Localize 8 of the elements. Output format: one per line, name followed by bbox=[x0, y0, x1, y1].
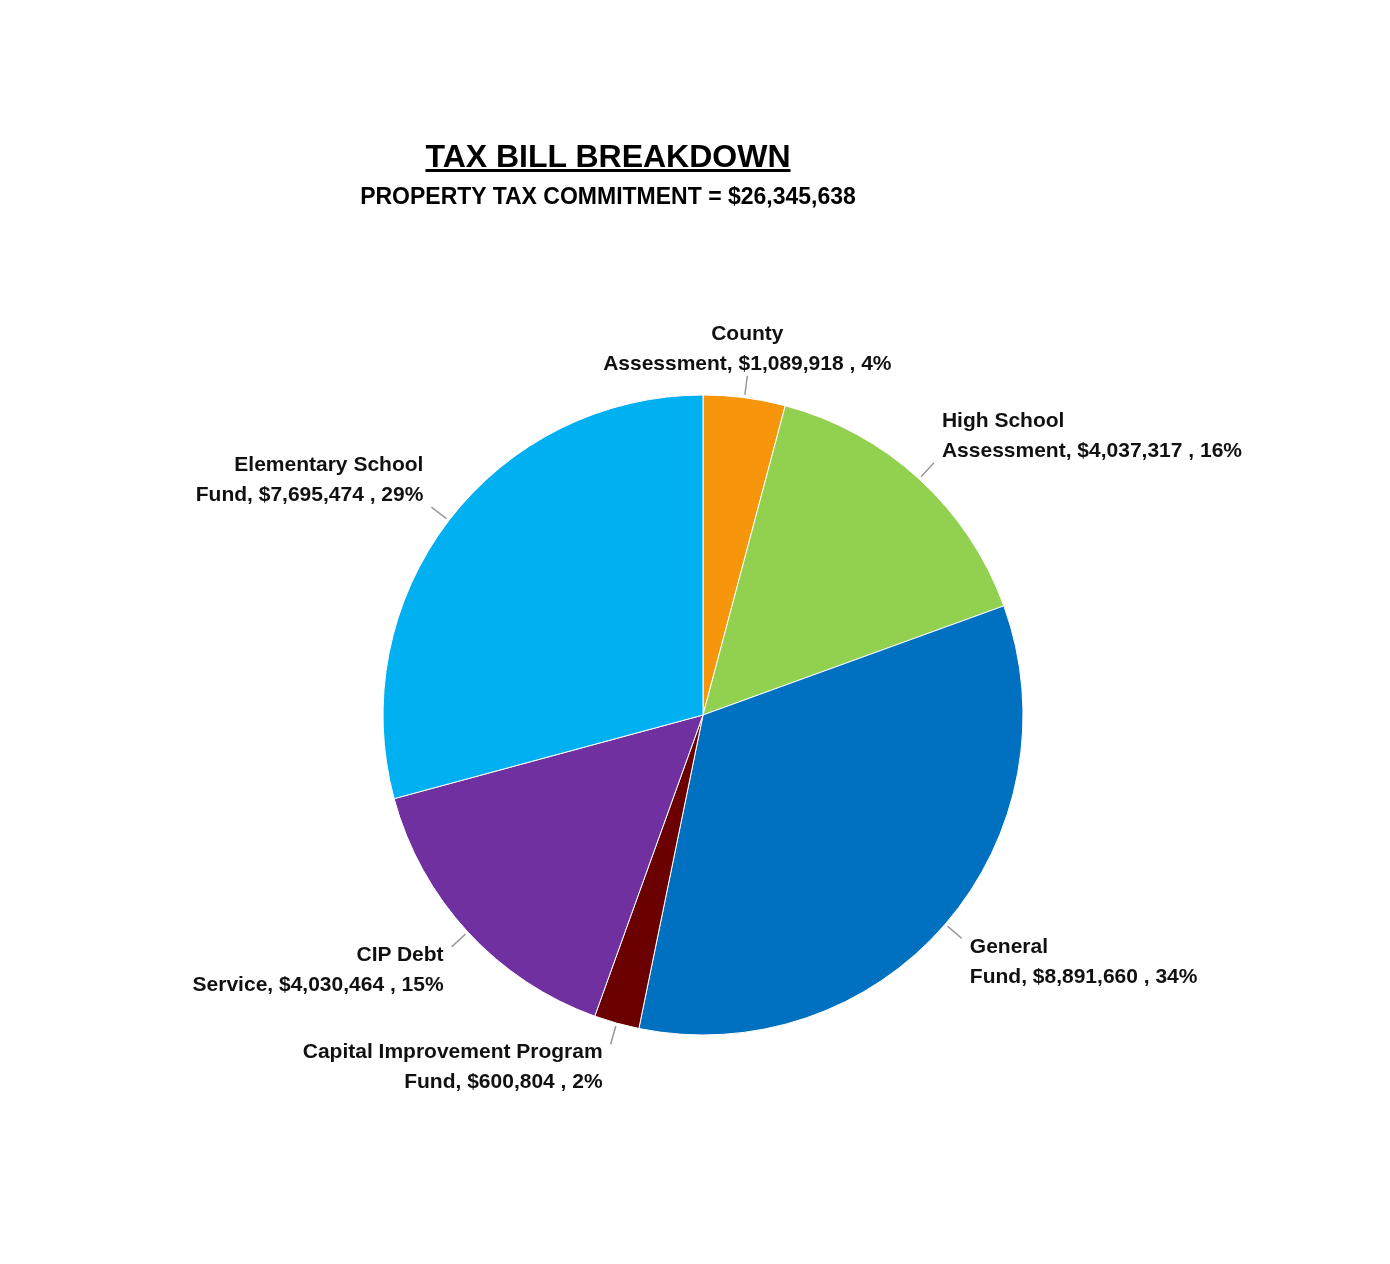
slice-label: Elementary School Fund, $7,695,474 , 29% bbox=[195, 452, 424, 506]
slice-label: General Fund, $8,891,660 , 34% bbox=[969, 933, 1198, 987]
chart-title: TAX BILL BREAKDOWN bbox=[424, 138, 792, 175]
chart-subtitle: PROPERTY TAX COMMITMENT = $26,345,638 bbox=[359, 183, 857, 210]
slice-label: County Assessment, $1,089,918 , 4% bbox=[603, 320, 892, 374]
slice-label: Capital Improvement Program Fund, $600,804 , 2% bbox=[302, 1039, 603, 1093]
slice-label: High School Assessment, $4,037,317 , 16% bbox=[941, 407, 1243, 461]
slice-label: CIP Debt Service, $4,030,464 , 15% bbox=[192, 941, 444, 995]
